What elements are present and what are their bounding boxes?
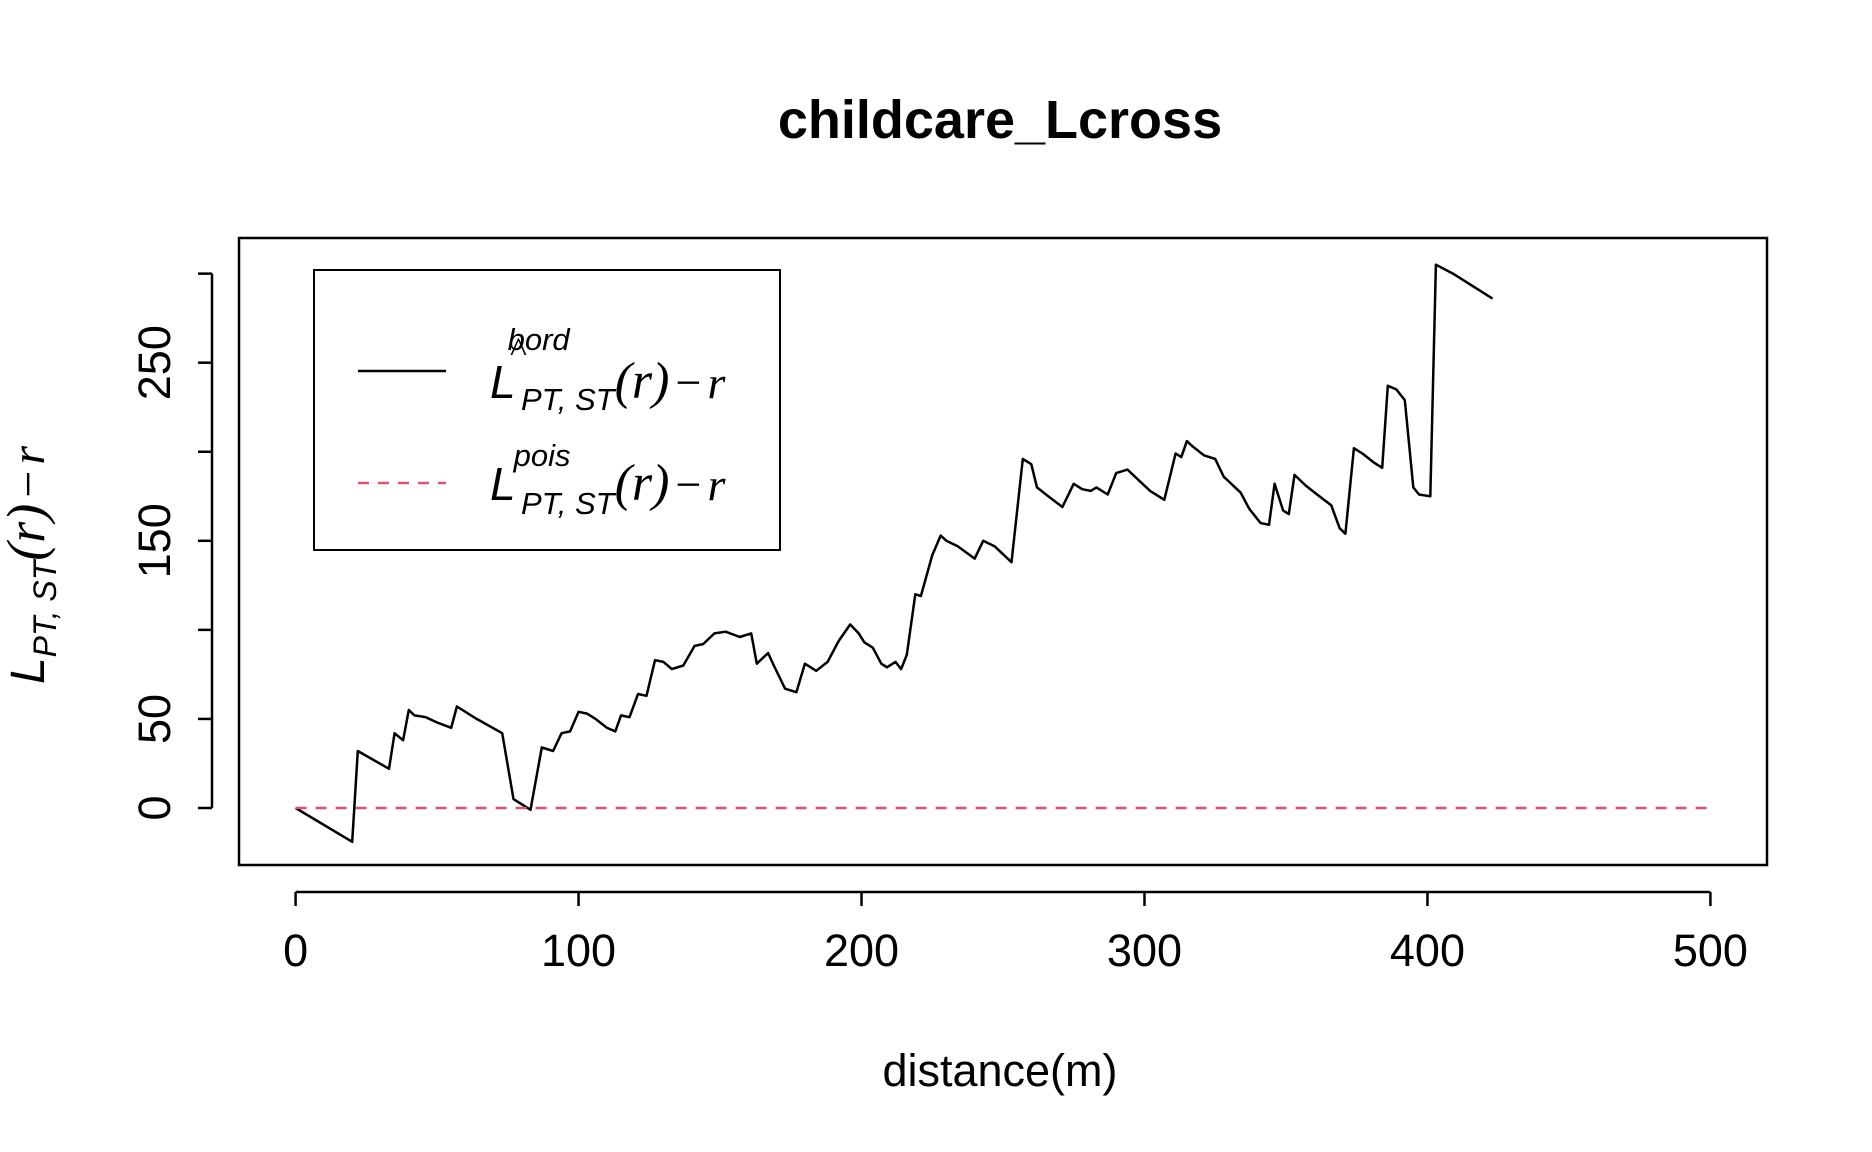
y-label-subscript: PT, ST [27,558,63,657]
y-tick-label: 250 [129,325,180,400]
axes: 0 100 200 300 400 500 0 50 150 250 [129,272,1748,976]
chart-title: childcare_Lcross [778,90,1222,150]
y-axis-label: LPT, ST(r) − r [0,446,63,684]
x-tick-label: 500 [1673,925,1748,976]
x-tick-label: 100 [541,925,616,976]
svg-text:LPT, ST(r)−r: LPT, ST(r) − r [0,446,63,684]
x-tick-label: 0 [283,925,308,976]
series-layer [294,263,1711,844]
y-label-minus: − [2,471,55,498]
y-label-var: r [2,446,55,465]
y-label-symbol: L [2,657,55,684]
y-label-tail: (r) [0,504,56,561]
y-tick-label: 50 [129,694,180,744]
legend: ^ Lbord PT, ST(r) − r Lpois PT, ST(r) − r [313,269,781,551]
x-tick-label: 300 [1107,925,1182,976]
legend-label-pois: Lpois PT, ST(r) − r [490,438,726,521]
x-tick-label: 200 [824,925,899,976]
y-tick-label: 0 [129,795,180,820]
legend-box [313,269,781,551]
x-tick-label: 400 [1390,925,1465,976]
x-axis-label: distance(m) [882,1045,1117,1096]
series-line-bord [294,263,1494,844]
plot-frame [237,236,1769,867]
legend-hat-bord: ^ [510,330,527,370]
y-tick-label: 150 [129,503,180,578]
legend-label-bord: Lbord PT, ST(r) − r [490,322,726,417]
